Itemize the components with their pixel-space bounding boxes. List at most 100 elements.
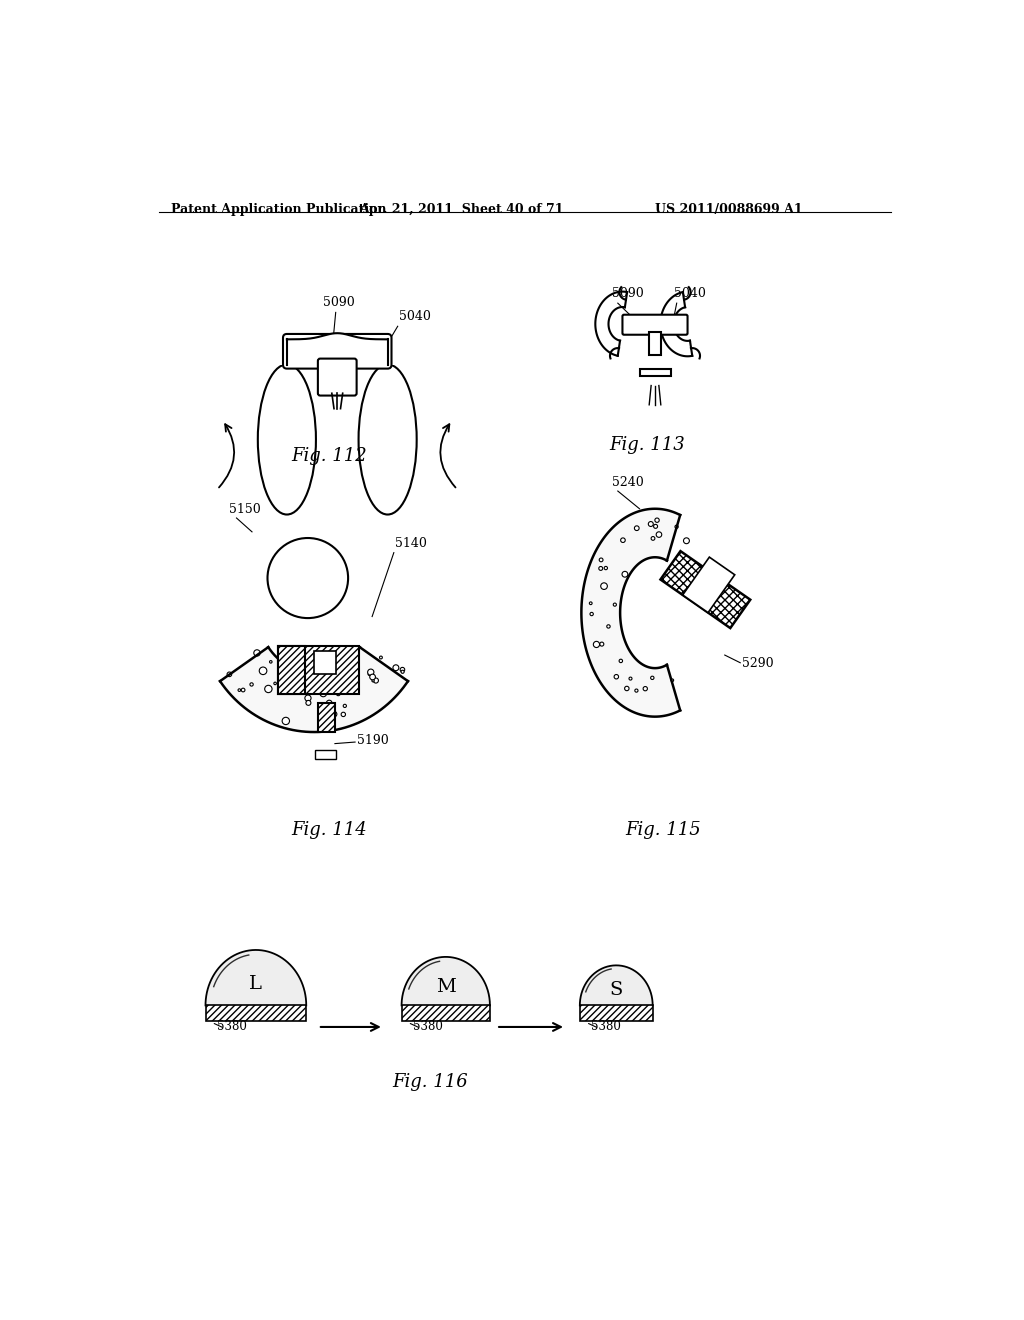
Text: Fig. 114: Fig. 114: [292, 821, 368, 838]
Circle shape: [227, 672, 231, 677]
FancyBboxPatch shape: [278, 645, 305, 693]
Circle shape: [336, 692, 340, 696]
Circle shape: [333, 717, 335, 719]
Text: 5150: 5150: [228, 503, 260, 516]
FancyBboxPatch shape: [278, 645, 359, 693]
FancyBboxPatch shape: [317, 702, 335, 733]
Text: 5240: 5240: [612, 475, 644, 488]
Circle shape: [625, 686, 629, 690]
Text: 5380: 5380: [414, 1020, 443, 1034]
Circle shape: [635, 525, 639, 531]
Polygon shape: [683, 557, 735, 612]
Circle shape: [273, 682, 276, 685]
Circle shape: [653, 524, 657, 528]
Circle shape: [341, 713, 345, 717]
Text: 5380: 5380: [217, 1020, 247, 1034]
Circle shape: [343, 705, 346, 708]
Circle shape: [393, 665, 398, 671]
Circle shape: [629, 677, 632, 680]
Text: Fig. 116: Fig. 116: [392, 1073, 468, 1092]
Polygon shape: [660, 292, 692, 356]
Bar: [649, 331, 662, 355]
Bar: [254, 350, 337, 364]
Circle shape: [306, 684, 310, 689]
Polygon shape: [220, 647, 408, 733]
Circle shape: [601, 583, 607, 590]
Circle shape: [614, 675, 618, 678]
Circle shape: [309, 678, 315, 685]
FancyArrowPatch shape: [219, 424, 234, 487]
Circle shape: [400, 668, 404, 672]
Text: 5140: 5140: [395, 537, 427, 550]
Circle shape: [620, 659, 623, 663]
Circle shape: [372, 680, 374, 682]
FancyBboxPatch shape: [317, 359, 356, 396]
FancyBboxPatch shape: [283, 334, 391, 368]
Text: 5190: 5190: [356, 734, 388, 747]
Bar: [401, 1006, 489, 1020]
Text: Patent Application Publication: Patent Application Publication: [171, 203, 386, 216]
Polygon shape: [582, 508, 680, 717]
Circle shape: [264, 685, 272, 693]
Bar: [206, 1006, 306, 1020]
Bar: [640, 368, 671, 376]
Circle shape: [374, 678, 379, 682]
Text: 5090: 5090: [612, 286, 644, 300]
Text: 5290: 5290: [741, 656, 773, 669]
FancyBboxPatch shape: [623, 314, 687, 335]
Circle shape: [259, 667, 267, 675]
Text: Fig. 112: Fig. 112: [292, 447, 368, 465]
Circle shape: [380, 656, 382, 659]
Circle shape: [238, 689, 241, 692]
FancyArrowPatch shape: [440, 424, 456, 487]
Bar: [580, 1006, 652, 1020]
Circle shape: [295, 675, 298, 677]
Circle shape: [643, 686, 647, 690]
Circle shape: [599, 558, 603, 562]
Circle shape: [656, 532, 662, 537]
Circle shape: [599, 566, 603, 570]
Circle shape: [593, 642, 600, 648]
Text: 5380: 5380: [592, 1020, 622, 1034]
Bar: [337, 350, 421, 364]
Circle shape: [242, 688, 245, 692]
Text: 5090: 5090: [324, 296, 355, 309]
Circle shape: [250, 682, 253, 686]
Circle shape: [321, 680, 328, 688]
Circle shape: [305, 696, 311, 701]
Circle shape: [635, 689, 638, 692]
Circle shape: [267, 539, 348, 618]
Circle shape: [651, 536, 655, 540]
Circle shape: [683, 537, 689, 544]
Circle shape: [600, 642, 604, 645]
Text: Fig. 115: Fig. 115: [625, 821, 700, 838]
Circle shape: [327, 700, 332, 706]
Polygon shape: [595, 292, 627, 356]
Circle shape: [671, 678, 674, 681]
Circle shape: [370, 675, 376, 680]
Circle shape: [401, 671, 404, 673]
Circle shape: [368, 669, 374, 676]
Circle shape: [306, 701, 311, 705]
Text: Apr. 21, 2011  Sheet 40 of 71: Apr. 21, 2011 Sheet 40 of 71: [359, 203, 563, 216]
Text: 5040: 5040: [675, 286, 707, 300]
Circle shape: [607, 624, 610, 628]
Circle shape: [675, 525, 678, 528]
FancyBboxPatch shape: [314, 651, 336, 675]
Circle shape: [621, 539, 626, 543]
Circle shape: [604, 566, 607, 570]
Circle shape: [613, 603, 616, 606]
Circle shape: [368, 673, 371, 676]
Text: US 2011/0088699 A1: US 2011/0088699 A1: [655, 203, 803, 216]
Ellipse shape: [258, 364, 316, 515]
Text: 5040: 5040: [399, 310, 431, 323]
Circle shape: [254, 649, 260, 656]
Circle shape: [650, 676, 654, 680]
Circle shape: [269, 660, 272, 663]
Circle shape: [622, 572, 628, 577]
Text: M: M: [436, 978, 456, 997]
Ellipse shape: [358, 364, 417, 515]
Text: S: S: [609, 981, 623, 999]
Text: Fig. 113: Fig. 113: [609, 436, 685, 454]
Polygon shape: [660, 552, 751, 628]
